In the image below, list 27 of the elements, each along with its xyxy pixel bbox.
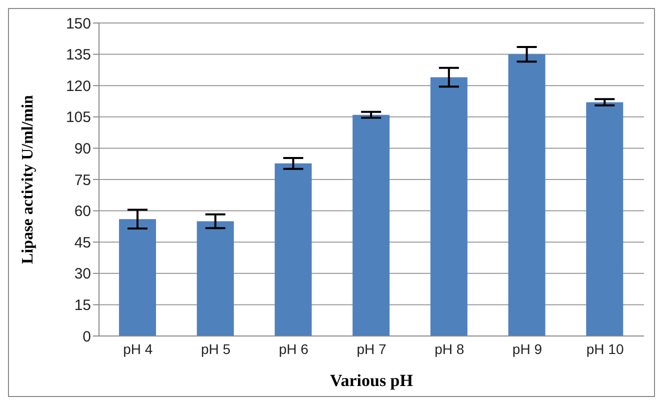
x-tick-label: pH 7	[356, 340, 386, 357]
x-tick-label: pH 8	[434, 340, 464, 357]
bar	[119, 219, 156, 336]
bar	[586, 102, 624, 336]
y-tick-label: 45	[74, 234, 91, 252]
y-tick-label: 135	[66, 46, 91, 64]
x-tick-label: pH 6	[278, 340, 309, 357]
y-tick-label: 60	[74, 203, 91, 220]
y-tick-label: 120	[66, 78, 91, 95]
y-axis-title: Lipase activity U/ml/min	[20, 94, 37, 264]
y-tick-label: 15	[74, 297, 91, 314]
bar	[508, 54, 546, 336]
bar	[274, 163, 312, 336]
y-tick-label: 75	[74, 172, 91, 189]
x-tick-label: pH 9	[512, 340, 542, 357]
x-tick-label: pH 4	[123, 340, 153, 357]
x-tick-label: pH 10	[586, 340, 624, 357]
y-tick-label: 150	[66, 15, 91, 32]
bar	[430, 77, 468, 336]
y-tick-label: 105	[66, 109, 91, 126]
x-tick-label: pH 5	[200, 340, 231, 357]
y-tick-label: 30	[74, 266, 91, 283]
bar	[352, 114, 390, 336]
y-tick-label: 0	[82, 328, 91, 346]
bar	[196, 221, 234, 336]
x-axis-title: Various pH	[330, 371, 413, 390]
y-tick-label: 90	[74, 140, 91, 158]
